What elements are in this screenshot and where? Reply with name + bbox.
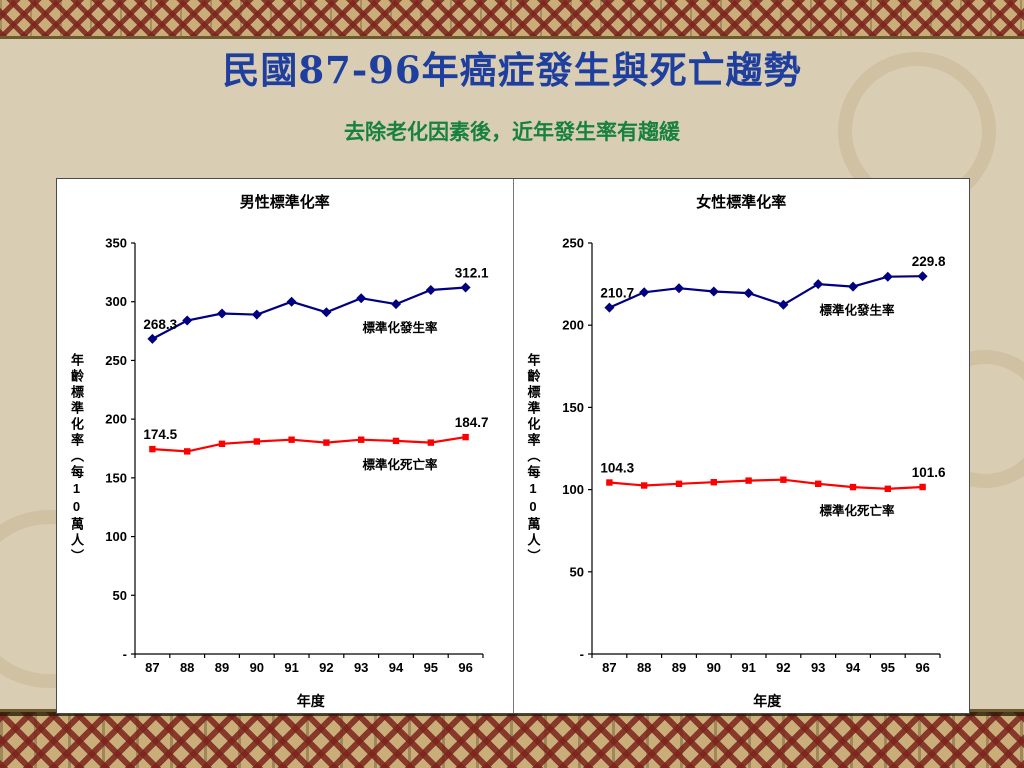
svg-text:50: 50 (113, 588, 127, 603)
svg-text:93: 93 (810, 660, 824, 675)
female-chart-body: 年齡標準化率（每10萬人） - 50 100 150 200 250 87 88 89 90 91 9… (514, 229, 970, 689)
male-y-axis-label: 年齡標準化率（每10萬人） (69, 353, 84, 565)
svg-text:88: 88 (636, 660, 650, 675)
svg-text:95: 95 (424, 660, 438, 675)
svg-text:89: 89 (215, 660, 229, 675)
svg-text:87: 87 (145, 660, 159, 675)
svg-text:-: - (123, 647, 127, 662)
svg-text:94: 94 (845, 660, 860, 675)
decorative-border-top (0, 0, 1024, 39)
male-chart: 男性標準化率 年齡標準化率（每10萬人） - 50 100 150 200 250 300 3… (57, 179, 513, 713)
svg-text:96: 96 (915, 660, 929, 675)
svg-text:101.6: 101.6 (911, 465, 945, 480)
svg-text:250: 250 (105, 353, 127, 368)
svg-text:91: 91 (741, 660, 755, 675)
male-chart-body: 年齡標準化率（每10萬人） - 50 100 150 200 250 300 350 87 88 8… (57, 229, 513, 689)
svg-text:350: 350 (105, 236, 127, 251)
slide-title: 民國87-96年癌症發生與死亡趨勢 (222, 48, 802, 92)
svg-text:87: 87 (602, 660, 616, 675)
female-x-axis-title: 年度 (753, 693, 782, 709)
male-chart-plot: - 50 100 150 200 250 300 350 87 88 89 90 91 92 93 94 95 9… (89, 229, 493, 689)
svg-text:184.7: 184.7 (455, 415, 489, 430)
svg-text:150: 150 (105, 470, 127, 485)
svg-text:200: 200 (105, 412, 127, 427)
svg-text:210.7: 210.7 (600, 286, 634, 301)
svg-text:95: 95 (880, 660, 894, 675)
svg-text:標準化死亡率: 標準化死亡率 (362, 457, 438, 472)
slide-subtitle: 去除老化因素後，近年發生率有趨緩 (344, 119, 680, 144)
svg-text:標準化死亡率: 標準化死亡率 (819, 503, 895, 518)
decorative-border-bottom (0, 709, 1024, 768)
male-x-axis-title: 年度 (296, 693, 325, 709)
svg-text:268.3: 268.3 (143, 317, 177, 332)
female-y-axis-label: 年齡標準化率（每10萬人） (525, 353, 541, 565)
svg-text:150: 150 (562, 400, 584, 415)
svg-text:89: 89 (671, 660, 685, 675)
svg-text:300: 300 (105, 294, 127, 309)
svg-text:90: 90 (706, 660, 720, 675)
svg-text:92: 92 (776, 660, 790, 675)
female-chart-title: 女性標準化率 (696, 194, 787, 211)
svg-text:標準化發生率: 標準化發生率 (819, 303, 895, 318)
svg-text:92: 92 (319, 660, 333, 675)
svg-text:250: 250 (562, 236, 584, 251)
charts-panel: 男性標準化率 年齡標準化率（每10萬人） - 50 100 150 200 250 300 3… (56, 178, 970, 714)
male-chart-title: 男性標準化率 (239, 194, 330, 211)
svg-text:200: 200 (562, 318, 584, 333)
svg-text:88: 88 (180, 660, 194, 675)
svg-text:90: 90 (250, 660, 264, 675)
svg-text:50: 50 (569, 564, 583, 579)
svg-text:174.5: 174.5 (143, 427, 177, 442)
svg-text:94: 94 (389, 660, 404, 675)
female-chart-plot: - 50 100 150 200 250 87 88 89 90 91 92 93 94 95 96 210.7… (546, 229, 950, 689)
svg-text:93: 93 (354, 660, 368, 675)
svg-text:-: - (579, 647, 583, 662)
svg-text:96: 96 (458, 660, 472, 675)
svg-text:312.1: 312.1 (455, 266, 489, 281)
svg-text:100: 100 (105, 529, 127, 544)
svg-text:104.3: 104.3 (600, 461, 634, 476)
svg-text:229.8: 229.8 (911, 254, 945, 269)
panel-divider (512, 179, 514, 713)
svg-text:標準化發生率: 標準化發生率 (362, 320, 438, 335)
svg-text:91: 91 (284, 660, 298, 675)
svg-text:100: 100 (562, 482, 584, 497)
female-chart: 女性標準化率 年齡標準化率（每10萬人） - 50 100 150 200 250 87 88… (514, 179, 970, 713)
